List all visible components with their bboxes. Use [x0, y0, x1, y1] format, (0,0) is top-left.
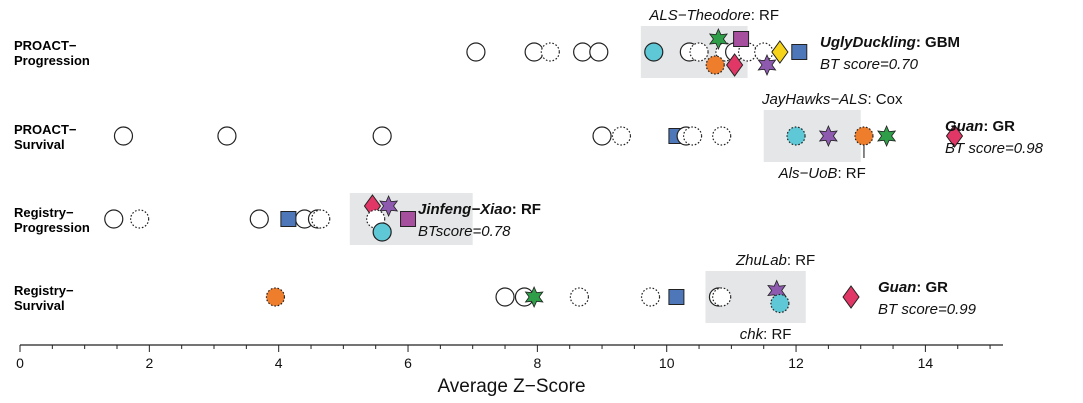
point-circle — [573, 42, 593, 62]
point-star — [708, 28, 728, 50]
annotation-label: BTscore=0.78 — [418, 223, 511, 240]
point-circle — [712, 126, 732, 146]
point-circle — [589, 42, 609, 62]
data-marks — [104, 28, 964, 314]
annotation-label: BT score=0.99 — [878, 301, 977, 318]
point-circle — [705, 55, 725, 75]
point-circle — [524, 42, 544, 62]
annotation-label: BT score=0.70 — [820, 56, 919, 73]
point-circle — [311, 209, 331, 229]
point-star — [524, 286, 544, 308]
point-circle — [569, 287, 590, 307]
point-circle — [495, 287, 515, 307]
point-circle — [640, 287, 661, 307]
point-square — [668, 289, 685, 305]
point-circle — [786, 126, 806, 146]
point-diamond — [945, 124, 964, 148]
point-circle — [754, 42, 774, 62]
point-circle — [611, 126, 632, 146]
row-label-1: PROACT− Survival — [14, 122, 77, 152]
point-circle — [540, 42, 560, 62]
x-tick-label: 4 — [275, 355, 283, 371]
point-circle — [712, 287, 732, 307]
x-tick-label: 2 — [145, 355, 153, 371]
annotation-label: Jinfeng−Xiao: RF — [418, 201, 541, 218]
point-circle — [592, 126, 612, 146]
x-tick-label: 10 — [659, 355, 675, 371]
point-circle — [217, 126, 237, 146]
x-axis: 0 2 4 6 8 10 12 14 Average Z−Score — [16, 344, 1003, 397]
annotations: ALS−Theodore: RF UglyDuckling: GBM BT scor… — [418, 7, 1044, 343]
point-diamond — [771, 40, 789, 64]
x-tick-label: 0 — [16, 355, 24, 371]
x-tick-label: 12 — [788, 355, 804, 371]
annotation-label: ALS−Theodore: RF — [648, 7, 779, 24]
row-labels: PROACT− Progression PROACT− Survival Registr… — [14, 38, 90, 313]
annotation-label: UglyDuckling: GBM — [820, 34, 960, 51]
point-circle — [130, 209, 150, 229]
row-label-0: PROACT− Progression — [14, 38, 90, 68]
point-circle — [770, 293, 790, 314]
x-tick-label: 14 — [918, 355, 934, 371]
point-square — [791, 44, 808, 60]
point-circle — [854, 126, 874, 146]
point-star — [757, 54, 777, 76]
point-square — [400, 211, 417, 227]
row-label-2: Registry− Progression — [14, 205, 90, 235]
annotation-label: BT score=0.98 — [945, 140, 1044, 157]
annotation-label: Guan: GR — [945, 118, 1015, 135]
annotation-label: Als−UoB: RF — [778, 165, 866, 182]
point-diamond — [725, 53, 744, 77]
point-circle — [689, 42, 709, 62]
highlight-band-1 — [763, 110, 861, 162]
point-star — [877, 125, 897, 147]
point-circle — [104, 209, 124, 229]
point-circle — [466, 42, 486, 62]
point-star — [818, 125, 838, 147]
annotation-label: Guan: GR — [878, 279, 948, 296]
annotation-label: ZhuLab: RF — [735, 252, 815, 269]
annotation-label: chk: RF — [740, 326, 792, 343]
point-circle — [372, 126, 392, 146]
x-axis-title: Average Z−Score — [437, 376, 585, 397]
annotation-label: JayHawks−ALS: Cox — [761, 91, 903, 108]
x-tick-label: 8 — [533, 355, 541, 371]
point-circle — [372, 222, 392, 242]
point-circle — [113, 126, 134, 146]
point-square — [280, 211, 297, 227]
point-circle — [644, 42, 664, 62]
point-circle — [249, 209, 269, 229]
point-circle — [265, 287, 286, 307]
row-label-3: Registry− Survival — [14, 283, 74, 313]
point-diamond — [842, 285, 860, 309]
point-square — [733, 31, 750, 47]
point-star — [379, 195, 399, 217]
x-tick-label: 6 — [404, 355, 412, 371]
point-circle — [682, 126, 703, 146]
